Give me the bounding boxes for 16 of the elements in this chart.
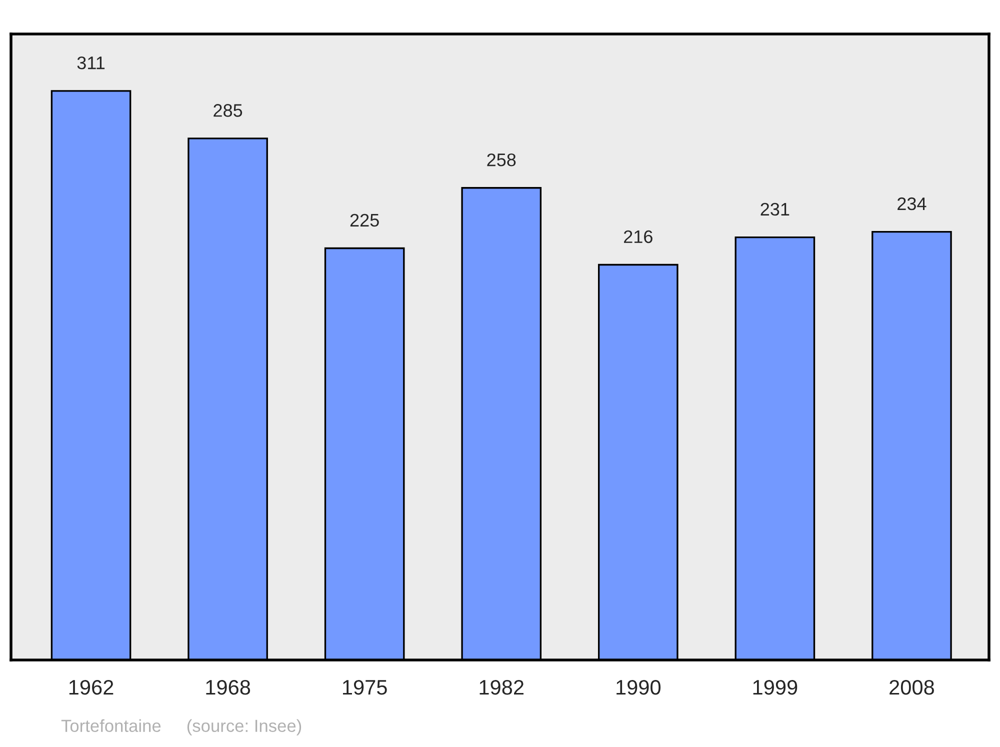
data-label: 231 (760, 202, 790, 216)
data-label: 258 (487, 153, 516, 166)
text: (source: Insee) (187, 719, 302, 736)
data-label: 225 (350, 214, 379, 227)
data-label: 285 (214, 104, 242, 117)
data-label: 311 (77, 56, 105, 70)
x-tick-label: 2008 (890, 680, 934, 695)
x-tick-label: 1999 (753, 680, 798, 695)
x-tick-label: 1975 (343, 680, 387, 695)
data-label: 216 (624, 230, 652, 244)
text: Tortefontaine (61, 719, 161, 732)
x-tick-label: 1968 (206, 680, 250, 695)
x-tick-label: 1990 (616, 680, 661, 695)
x-tick-label: 1962 (69, 680, 114, 695)
data-label: 234 (898, 197, 926, 210)
x-tick-label: 1982 (480, 680, 524, 695)
